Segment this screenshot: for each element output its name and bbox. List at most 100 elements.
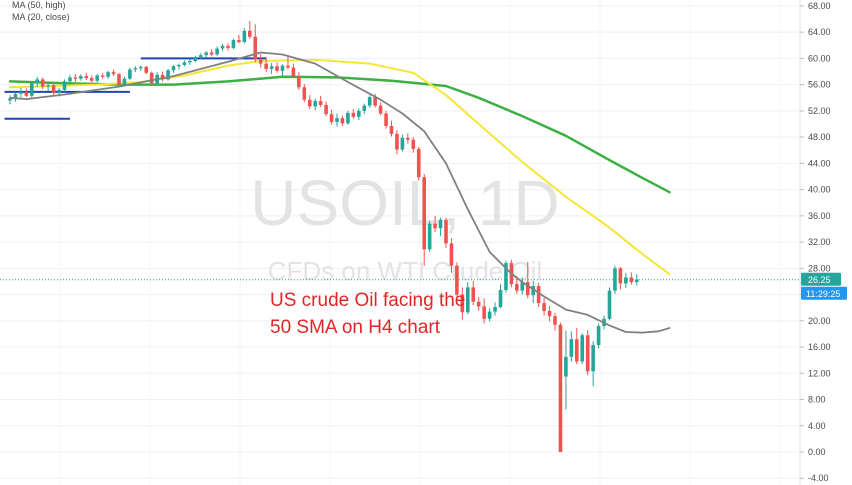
candle-body xyxy=(275,66,279,71)
candle xyxy=(275,62,279,73)
candle-body xyxy=(68,77,72,82)
candle xyxy=(580,333,585,365)
candle-body xyxy=(520,282,525,291)
candle-body xyxy=(536,286,541,304)
candle-body xyxy=(531,286,535,296)
candle-body xyxy=(585,335,590,372)
candle xyxy=(111,69,116,77)
candle-body xyxy=(237,40,241,42)
last-price-badge xyxy=(801,272,841,286)
candle xyxy=(329,109,334,125)
candle-body xyxy=(35,79,40,84)
candle xyxy=(68,74,72,85)
candle xyxy=(204,51,208,58)
candle-body xyxy=(384,113,388,126)
y-tick-label: 64.00 xyxy=(808,27,831,37)
candle-body xyxy=(373,97,377,106)
countdown-badge xyxy=(801,286,847,300)
candles xyxy=(8,21,639,452)
candle-body xyxy=(400,137,405,150)
candle-body xyxy=(84,76,89,79)
candle xyxy=(531,280,535,304)
candle-body xyxy=(482,306,486,319)
candle xyxy=(318,95,323,107)
y-axis: 68.00 64.00 60.00 56.00 52.00 48.00 44.00 40.00… xyxy=(799,0,852,485)
candle xyxy=(220,43,225,52)
candle-body xyxy=(427,223,432,250)
candle-body xyxy=(575,339,579,362)
candle-body xyxy=(269,66,274,69)
candle-body xyxy=(406,137,410,140)
candle-body xyxy=(466,287,470,313)
ma-green-line xyxy=(8,75,671,194)
candle xyxy=(209,49,214,57)
candle xyxy=(24,88,29,98)
candle-body xyxy=(493,307,497,312)
watermark-subtitle: CFDs on WTI Crude Oil xyxy=(268,256,543,286)
candle-body xyxy=(476,301,481,307)
candle xyxy=(133,66,138,73)
candle-body xyxy=(297,76,301,88)
candle xyxy=(362,103,367,115)
candle xyxy=(40,77,45,90)
candle xyxy=(504,261,508,293)
candle xyxy=(297,72,301,90)
candle-body xyxy=(389,125,394,134)
candle-body xyxy=(302,87,307,100)
candle-body xyxy=(564,356,568,377)
y-tick-label: 0.00 xyxy=(808,447,826,457)
candle xyxy=(253,24,258,63)
y-tick-label: -4.00 xyxy=(808,473,829,483)
candle-body xyxy=(204,52,208,56)
countdown-label: 11:29:25 xyxy=(806,289,840,299)
candle xyxy=(471,280,476,306)
y-tick-label: 4.00 xyxy=(808,421,826,431)
y-tick-label: 44.00 xyxy=(808,158,831,168)
candle-body xyxy=(57,89,61,94)
candle-body xyxy=(242,30,247,42)
y-tick-label: 20.00 xyxy=(808,316,831,326)
candle xyxy=(564,330,568,410)
candle xyxy=(193,55,198,63)
candle xyxy=(585,329,590,376)
candle-body xyxy=(395,133,399,150)
candle xyxy=(139,65,143,71)
candle-body xyxy=(624,277,628,284)
candle-body xyxy=(128,69,132,79)
candle-body xyxy=(215,48,219,55)
candle xyxy=(117,72,121,87)
candle xyxy=(30,82,34,98)
candle-body xyxy=(62,81,67,90)
candle-body xyxy=(19,91,23,94)
candle-body xyxy=(100,75,105,77)
candle-body xyxy=(313,101,317,107)
candle-body xyxy=(618,268,623,284)
candle xyxy=(264,57,268,73)
candle xyxy=(525,261,530,299)
candle xyxy=(340,115,345,126)
candle-body xyxy=(220,45,225,49)
candle xyxy=(149,71,154,86)
candle-body xyxy=(117,74,121,85)
candle xyxy=(346,110,350,125)
y-tick-label: 60.00 xyxy=(808,53,831,63)
candle-body xyxy=(253,36,258,60)
candle-body xyxy=(433,223,437,229)
candle-body xyxy=(280,65,285,71)
candle xyxy=(378,102,383,116)
candle-body xyxy=(318,101,323,105)
candle xyxy=(536,282,541,308)
y-tick-label: 68.00 xyxy=(808,1,831,11)
candle-body xyxy=(547,310,552,317)
candle xyxy=(624,272,628,288)
candle-body xyxy=(357,110,361,117)
y-tick-label: 36.00 xyxy=(808,211,831,221)
candle xyxy=(455,262,459,300)
candle xyxy=(226,43,230,51)
y-tick-label: 56.00 xyxy=(808,80,831,90)
legend-entry: MA (50, high) xyxy=(12,0,66,10)
ma-20-close-line xyxy=(9,51,671,334)
candle-body xyxy=(106,72,110,77)
